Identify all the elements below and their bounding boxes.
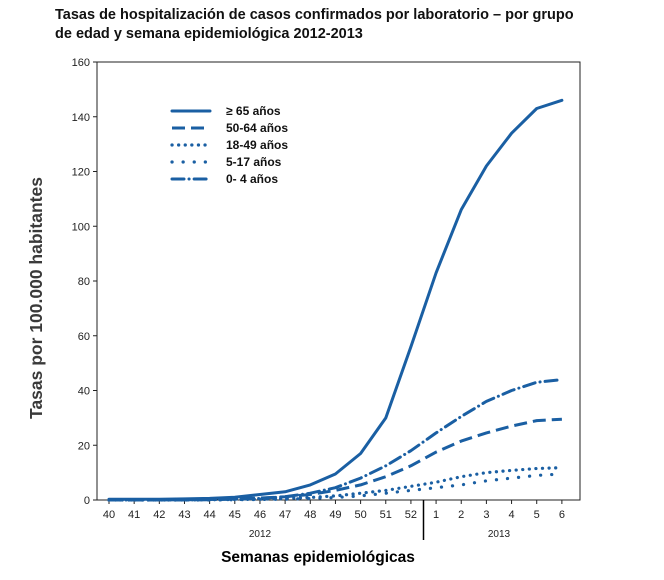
- x-tick-label: 5: [534, 509, 540, 521]
- legend-label: 5-17 años: [226, 155, 282, 169]
- x-tick-label: 6: [559, 509, 565, 521]
- series-line: [107, 378, 564, 502]
- chart-title: Tasas de hospitalización de casos confir…: [55, 7, 574, 42]
- x-tick-label: 50: [354, 509, 366, 521]
- y-tick-label: 120: [72, 167, 90, 179]
- legend-label: 18-49 años: [226, 138, 288, 152]
- x-tick-label: 4: [508, 509, 514, 521]
- series-line: [109, 417, 562, 502]
- legend: ≥ 65 años 50-64 años 18-49 años 5-17 años 0-…: [170, 104, 288, 186]
- x-tick-label: 46: [254, 509, 266, 521]
- y-tick-label: 0: [84, 495, 90, 507]
- y-tick-label: 60: [78, 331, 90, 343]
- y-tick-label: 140: [72, 112, 90, 124]
- y-tick-label: 40: [78, 386, 90, 398]
- series-line: [107, 98, 564, 501]
- y-axis-label: Tasas por 100.000 habitantes: [26, 177, 46, 419]
- y-tick-label: 80: [78, 276, 90, 288]
- x-tick-label: 43: [178, 509, 190, 521]
- x-tick-label: 42: [153, 509, 165, 521]
- x-tick-label: 1: [433, 509, 439, 521]
- x-axis-label: Semanas epidemiológicas: [221, 549, 415, 566]
- series-line: [107, 472, 564, 502]
- year-label: 2013: [488, 529, 511, 540]
- x-tick-label: 41: [128, 509, 140, 521]
- x-tick-label: 3: [483, 509, 489, 521]
- legend-label: 50-64 años: [226, 121, 288, 135]
- y-tick-label: 160: [72, 57, 90, 69]
- x-tick-label: 51: [380, 509, 392, 521]
- legend-label: 0- 4 años: [226, 172, 278, 186]
- series-layer: [107, 98, 564, 502]
- x-tick-label: 49: [329, 509, 341, 521]
- x-tick-label: 44: [204, 509, 216, 521]
- x-tick-label: 45: [229, 509, 241, 521]
- x-tick-label: 52: [405, 509, 417, 521]
- y-tick-label: 20: [78, 440, 90, 452]
- y-axis-ticks: 0 20 40 60 80 100 120 140 160: [72, 57, 97, 507]
- legend-label: ≥ 65 años: [226, 104, 281, 118]
- y-tick-label: 100: [72, 221, 90, 233]
- x-tick-label: 40: [103, 509, 115, 521]
- x-tick-label: 2: [458, 509, 464, 521]
- year-label: 2012: [249, 529, 272, 540]
- x-tick-label: 48: [304, 509, 316, 521]
- chart-axes: [96, 61, 581, 501]
- x-tick-label: 47: [279, 509, 291, 521]
- plot-frame: [96, 61, 581, 501]
